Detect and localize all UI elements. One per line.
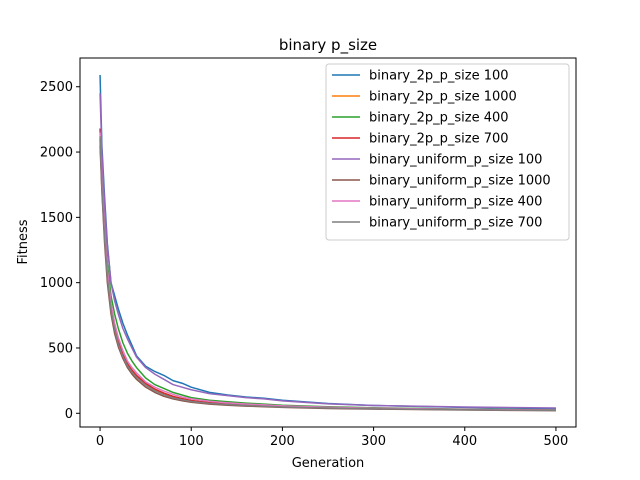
y-tick-label: 1000	[40, 276, 73, 291]
x-tick-label: 0	[96, 434, 104, 449]
legend-label-8: binary_uniform_p_size 700	[369, 216, 542, 231]
legend-label-7: binary_uniform_p_size 400	[369, 195, 542, 210]
legend-label-5: binary_uniform_p_size 100	[369, 153, 542, 168]
x-tick-label: 300	[361, 434, 386, 449]
x-axis-label: Generation	[292, 456, 365, 471]
y-tick-label: 2500	[40, 80, 73, 95]
plot-lines	[99, 74, 556, 412]
y-tick-label: 2000	[40, 146, 73, 161]
y-axis-label: Fitness	[16, 219, 31, 264]
series-line-7	[99, 132, 556, 411]
y-tick-label: 1500	[40, 211, 73, 226]
plot-frame	[79, 57, 577, 428]
legend-label-4: binary_2p_p_size 700	[369, 132, 509, 147]
legend-box	[325, 63, 570, 241]
legend: binary_2p_p_size 100 binary_2p_p_size 100…	[325, 63, 570, 241]
legend-label-1: binary_2p_p_size 100	[369, 69, 509, 84]
x-tick-label: 100	[179, 434, 204, 449]
x-tick-label: 400	[452, 434, 477, 449]
series-line-5	[99, 93, 556, 409]
y-axis: 0 500 1000 1500 2000 2500	[40, 80, 80, 422]
x-tick-label: 200	[270, 434, 295, 449]
legend-label-6: binary_uniform_p_size 1000	[369, 174, 551, 189]
series-line-8	[99, 136, 556, 412]
y-tick-label: 0	[65, 407, 73, 422]
y-tick-label: 500	[48, 341, 73, 356]
chart-title: binary p_size	[279, 36, 377, 55]
x-axis: 0 100 200 300 400 500	[96, 427, 568, 449]
legend-label-2: binary_2p_p_size 1000	[369, 90, 517, 105]
legend-label-3: binary_2p_p_size 400	[369, 111, 509, 126]
x-tick-label: 500	[544, 434, 569, 449]
